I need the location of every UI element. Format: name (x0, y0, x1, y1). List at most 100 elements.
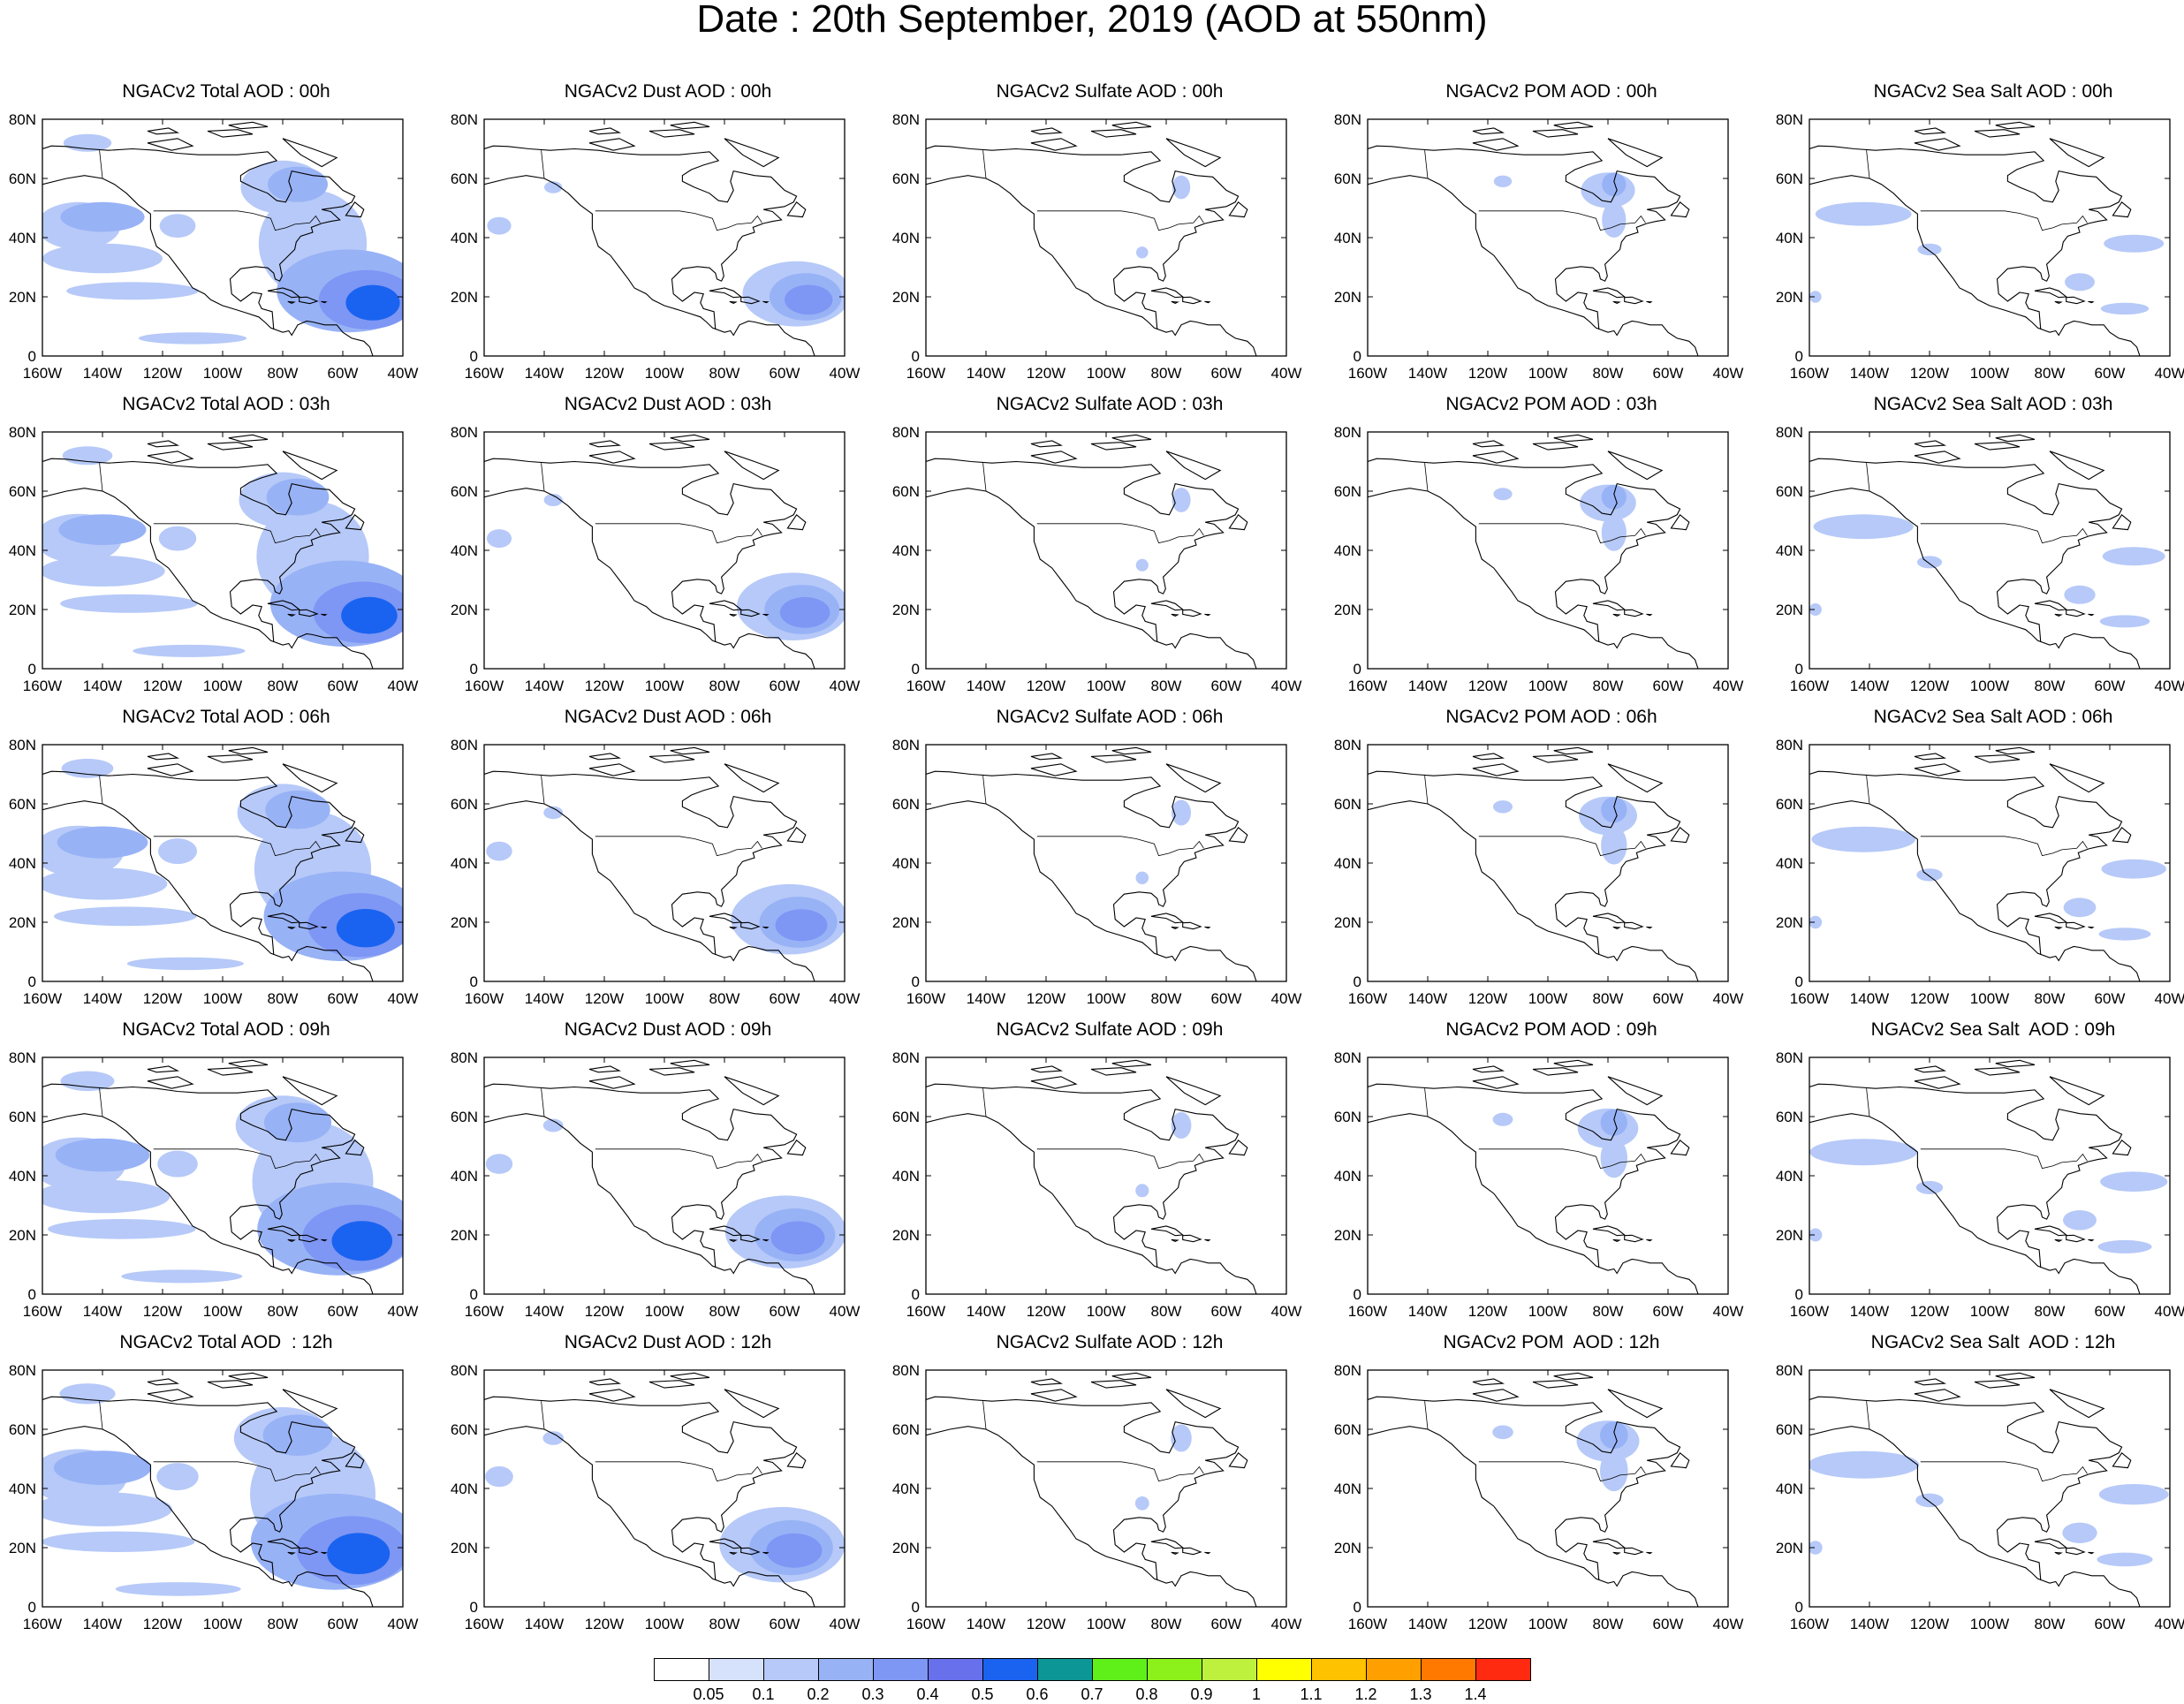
island-outline (2054, 926, 2063, 930)
x-tick-label: 140W (525, 365, 564, 382)
country-border (1866, 150, 1870, 179)
x-tick-label: 160W (1348, 1616, 1387, 1632)
y-tick-label: 0 (912, 661, 920, 678)
x-tick-label: 160W (465, 1303, 504, 1320)
aod-region (487, 216, 512, 235)
x-tick-label: 100W (1970, 365, 2009, 382)
aod-map: 160W 140W 120W 100W 80W 60W 40W 0 20N 40N 60N 80N (1334, 737, 1744, 1007)
map-panel-dust-row4: NGACv2 Dust AOD : 12h 160W 140W 120W 100W 80W… (451, 1330, 861, 1632)
map-panel-pom-row0: NGACv2 POM AOD : 00h 160W 140W 120W 100W 80W 6… (1334, 80, 1744, 382)
x-tick-label: 140W (967, 1303, 1005, 1320)
island-outline (345, 201, 365, 218)
coastline (926, 1396, 1240, 1580)
coastline (484, 1426, 815, 1607)
aod-region (331, 1221, 393, 1261)
aod-region (770, 1221, 825, 1255)
x-tick-label: 80W (268, 1303, 299, 1320)
aod-region (133, 644, 246, 657)
y-tick-label: 20N (451, 602, 478, 618)
island-outline (287, 1551, 296, 1556)
island-outline (740, 921, 761, 930)
y-tick-label: 40N (1776, 230, 1803, 246)
aod-region (542, 1431, 564, 1445)
country-border (595, 523, 762, 544)
country-border (1036, 836, 1204, 857)
coastline (926, 488, 1257, 669)
map-panel-pom-row3: NGACv2 POM AOD : 09h 160W 140W 120W 100W 80W 6… (1334, 1018, 1744, 1320)
x-tick-label: 140W (967, 1616, 1005, 1632)
country-border (1478, 1148, 1646, 1170)
island-outline (1532, 1380, 1579, 1389)
x-tick-label: 120W (143, 365, 182, 382)
x-tick-label: 100W (1087, 678, 1126, 694)
x-tick-label: 100W (1087, 990, 1126, 1007)
island-outline (228, 1059, 269, 1068)
island-outline (724, 1076, 780, 1106)
x-tick-label: 80W (268, 990, 299, 1007)
island-outline (1030, 127, 1064, 135)
y-tick-label: 80N (9, 737, 36, 754)
coastline (42, 1396, 356, 1580)
x-tick-label: 80W (709, 678, 740, 694)
map-panel-total-row3: NGACv2 Total AOD : 09h 160W 140W 120W 100W 80… (9, 1018, 419, 1320)
y-tick-label: 40N (892, 542, 920, 559)
x-tick-label: 120W (585, 365, 624, 382)
x-tick-label: 140W (83, 678, 122, 694)
x-tick-label: 120W (1027, 365, 1065, 382)
island-outline (729, 1238, 738, 1243)
x-tick-label: 40W (2155, 990, 2184, 1007)
x-tick-label: 140W (1408, 990, 1447, 1007)
aod-region (1135, 871, 1149, 884)
island-outline (2049, 138, 2105, 168)
island-outline (1228, 1139, 1248, 1156)
colorbar-swatch (1256, 1658, 1312, 1681)
colorbar-label: 0.1 (752, 1685, 775, 1703)
aod-region (1809, 1541, 1823, 1555)
island-outline (1165, 138, 1222, 168)
coastline (42, 770, 356, 955)
country-border (595, 210, 762, 231)
island-outline (2112, 513, 2132, 531)
country-border (1424, 150, 1429, 179)
y-tick-label: 60N (1776, 796, 1803, 813)
x-tick-label: 120W (1027, 1616, 1065, 1632)
coastline (926, 800, 1257, 981)
y-tick-label: 20N (1334, 289, 1361, 306)
island-outline (1624, 921, 1644, 930)
y-tick-label: 40N (1776, 855, 1803, 872)
x-tick-label: 80W (709, 990, 740, 1007)
island-outline (648, 1380, 695, 1389)
island-outline (1532, 1067, 1579, 1076)
y-tick-label: 0 (28, 973, 36, 990)
island-outline (762, 1238, 770, 1242)
country-border (99, 150, 103, 179)
aod-map: 160W 140W 120W 100W 80W 60W 40W 0 20N 40N 60N 80N (1334, 424, 1744, 694)
colorbar-label: 0.7 (1081, 1685, 1103, 1703)
aod-map: 160W 140W 120W 100W 80W 60W 40W 0 20N 40N 60N 80N (451, 1049, 861, 1320)
aod-region (60, 201, 145, 232)
x-tick-label: 60W (770, 1616, 800, 1632)
coastline (926, 145, 1240, 329)
x-tick-label: 140W (525, 678, 564, 694)
island-outline (1612, 613, 1621, 617)
island-outline (1974, 129, 2021, 138)
aod-region (2104, 234, 2165, 253)
country-border (153, 836, 321, 857)
aod-region (42, 556, 165, 587)
x-tick-label: 160W (23, 990, 62, 1007)
island-outline (1914, 753, 1947, 761)
island-outline (1171, 300, 1179, 305)
island-outline (786, 826, 807, 844)
x-tick-label: 80W (2035, 365, 2066, 382)
island-outline (287, 926, 296, 930)
aod-region (341, 596, 398, 634)
island-outline (228, 434, 269, 443)
aod-region (1815, 201, 1912, 226)
panel-title: NGACv2 Sulfate AOD : 09h (996, 1019, 1224, 1040)
aod-region (1602, 172, 1627, 197)
map-panel-pom-row2: NGACv2 POM AOD : 06h 160W 140W 120W 100W 80W 6… (1334, 705, 1744, 1007)
aod-map: 160W 140W 120W 100W 80W 60W 40W 0 20N 40N 60N 80N (9, 1362, 419, 1632)
panel-grid: NGACv2 Total AOD : 00h 160W 140W 120W 100W 80… (9, 80, 2184, 1632)
island-outline (1646, 300, 1653, 304)
x-tick-label: 100W (203, 1303, 242, 1320)
